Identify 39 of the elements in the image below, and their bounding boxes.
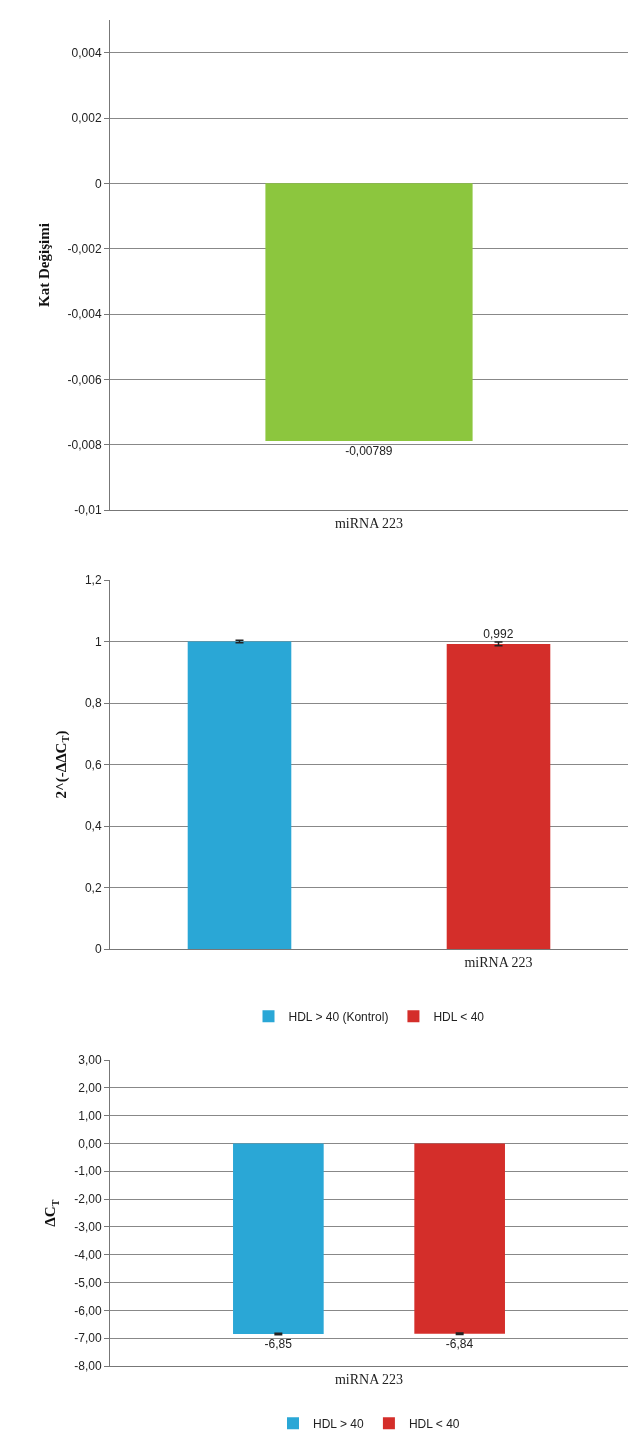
data-label: 0,992 xyxy=(483,626,514,641)
data-label: -6,84 xyxy=(445,1336,474,1351)
y-tick-label: 3,00 xyxy=(78,1053,102,1068)
legend-label: HDL > 40 (Kontrol) xyxy=(288,1009,389,1024)
y-tick-label: -8,00 xyxy=(74,1359,102,1374)
y-tick-label: 0,2 xyxy=(84,880,102,895)
x-tick-label: miRNA 223 xyxy=(464,954,533,970)
y-axis-title: Kat Değişimi xyxy=(35,223,52,307)
y-tick-label: 1,00 xyxy=(78,1108,102,1123)
y-tick-label: 0,6 xyxy=(84,757,102,772)
y-tick-label: 0,00 xyxy=(78,1136,102,1151)
y-tick-label: 0,4 xyxy=(84,819,102,834)
y-tick-label: -0,006 xyxy=(67,372,102,387)
y-tick-label: 0 xyxy=(94,942,102,957)
y-tick-label: -0,002 xyxy=(67,241,102,256)
x-tick-label: miRNA 223 xyxy=(334,1371,404,1387)
y-tick-label: -2,00 xyxy=(74,1192,102,1207)
y-tick-label: -6,00 xyxy=(74,1303,102,1318)
y-tick-label: 0,002 xyxy=(71,111,102,126)
y-tick-label: 0,004 xyxy=(71,45,102,60)
y-tick-label: 0 xyxy=(94,176,102,191)
y-tick-label: 0,8 xyxy=(84,696,102,711)
y-tick-label: 2,00 xyxy=(78,1081,102,1096)
legend-label: HDL > 40 xyxy=(313,1417,364,1432)
data-label: -6,85 xyxy=(264,1337,293,1352)
y-tick-label: 1 xyxy=(94,634,102,649)
y-tick-label: -4,00 xyxy=(74,1247,102,1262)
y-tick-label: 1,2 xyxy=(84,573,102,588)
y-tick-label: -5,00 xyxy=(74,1275,102,1290)
data-label: -0,00789 xyxy=(345,444,393,459)
y-tick-label: -3,00 xyxy=(74,1220,102,1235)
y-tick-label: -0,008 xyxy=(67,437,102,452)
legend-label: HDL < 40 xyxy=(408,1417,460,1432)
y-tick-label: -1,00 xyxy=(74,1164,102,1179)
x-tick-label: miRNA 223 xyxy=(334,515,404,531)
y-tick-label: -0,01 xyxy=(74,503,102,518)
y-tick-label: -7,00 xyxy=(74,1331,102,1346)
y-tick-label: -0,004 xyxy=(67,307,102,322)
legend-label: HDL < 40 xyxy=(433,1009,485,1024)
